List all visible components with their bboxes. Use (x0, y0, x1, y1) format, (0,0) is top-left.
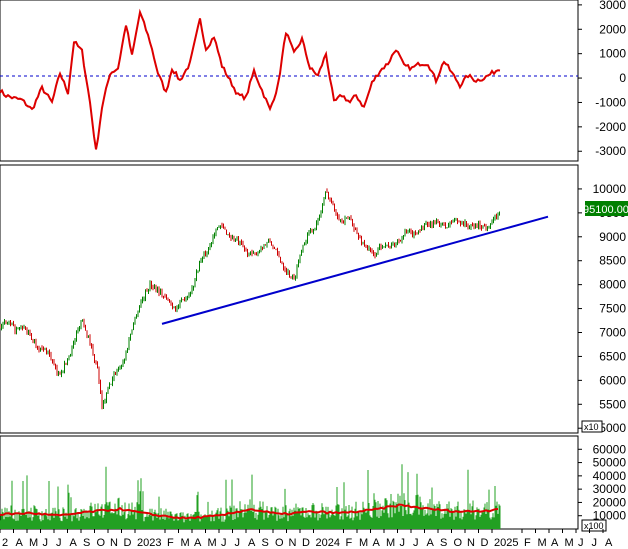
oscillator-y-ticks: 3000 2000 1000 0 -1000 -2000 -3000 (578, 0, 626, 158)
x-axis-label: J (56, 537, 62, 549)
price-panel (0, 164, 579, 434)
oscillator-tick-label: 3000 (599, 0, 626, 12)
x-axis-labels: 2 A M J J A S O N D 2023 F M A M J J A S O N D 2024 F M A M J J A S O N D… (0, 529, 613, 549)
x-axis-label: O (275, 537, 284, 549)
price-scale-note: x10 (581, 420, 603, 433)
x-axis-label: M (29, 537, 38, 549)
x-axis-label: M (359, 537, 368, 549)
x-axis-label: M (181, 537, 190, 549)
x-axis-label: 2023 (137, 537, 161, 549)
price-y-ticks: 1000095009000850080007500700065006000550… (578, 182, 626, 435)
last-price-value: 95100.00 (583, 204, 628, 216)
volume-tick-label: 50000 (593, 456, 627, 470)
volume-tick-label: 20000 (593, 495, 627, 509)
price-tick-label: 7500 (599, 302, 626, 316)
x-axis-label: F (346, 537, 353, 549)
x-axis-label: 2025 (494, 537, 518, 549)
oscillator-line (0, 8, 501, 150)
x-axis-label: O (454, 537, 463, 549)
x-axis-label: M (386, 537, 395, 549)
oscillator-tick-label: -1000 (595, 95, 626, 109)
x-axis-label: A (16, 537, 24, 549)
x-axis-label: M (538, 537, 547, 549)
panel-frames (0, 0, 579, 530)
x-axis-label: A (605, 537, 613, 549)
volume-tick-label: 60000 (593, 442, 627, 456)
x-axis-label: J (578, 537, 584, 549)
x-axis-label: A (551, 537, 559, 549)
x-axis-label: N (289, 537, 297, 549)
volume-tick-label: 10000 (593, 509, 627, 523)
x-axis-label: J (221, 537, 227, 549)
price-tick-label: 5000 (599, 421, 626, 435)
support-trendline (161, 215, 549, 325)
x-axis-label: A (427, 537, 435, 549)
price-tick-label: 8000 (599, 278, 626, 292)
price-tick-label: 5500 (599, 397, 626, 411)
x-axis-label: J (43, 537, 49, 549)
x-axis-label: F (167, 537, 174, 549)
x-axis-label: S (83, 537, 90, 549)
volume-scale-note-text: x100 (584, 521, 604, 531)
x-axis-label: J (400, 537, 406, 549)
x-axis-label: A (70, 537, 78, 549)
x-axis-label: M (208, 537, 217, 549)
x-axis-label: A (248, 537, 256, 549)
oscillator-tick-label: 1000 (599, 47, 626, 61)
x-axis-label: J (235, 537, 241, 549)
x-axis-label: D (481, 537, 489, 549)
x-axis-label: S (262, 537, 269, 549)
price-scale-note-text: x10 (584, 422, 599, 432)
price-tick-label: 9000 (599, 230, 626, 244)
price-bars (0, 188, 500, 410)
x-axis-label: A (194, 537, 202, 549)
price-tick-label: 8500 (599, 254, 626, 268)
x-axis-label: M (565, 537, 574, 549)
x-axis-label: A (373, 537, 381, 549)
x-axis-label: O (97, 537, 106, 549)
x-axis-label: N (110, 537, 118, 549)
volume-average-line (0, 503, 499, 520)
x-axis-label: N (467, 537, 475, 549)
price-tick-label: 10000 (593, 182, 627, 196)
price-tick-label: 6000 (599, 373, 626, 387)
volume-bars (0, 464, 501, 529)
x-axis-label: J (413, 537, 419, 549)
x-axis-label: S (440, 537, 447, 549)
oscillator-tick-label: -2000 (595, 120, 626, 134)
x-axis-label: D (302, 537, 310, 549)
last-price-label: 95100.00 (583, 201, 628, 216)
x-axis-label: D (124, 537, 132, 549)
x-axis-label: J (592, 537, 598, 549)
price-tick-label: 7000 (599, 326, 626, 340)
x-axis-label: F (524, 537, 531, 549)
price-tick-label: 6500 (599, 349, 626, 363)
x-axis-label: 2 (2, 537, 8, 549)
oscillator-tick-label: -3000 (595, 144, 626, 158)
volume-tick-label: 30000 (593, 482, 627, 496)
oscillator-tick-label: 0 (619, 71, 626, 85)
oscillator-tick-label: 2000 (599, 22, 626, 36)
volume-tick-label: 40000 (593, 469, 627, 483)
volume-scale-note: x100 (581, 519, 607, 532)
x-axis-label: 2024 (316, 537, 340, 549)
